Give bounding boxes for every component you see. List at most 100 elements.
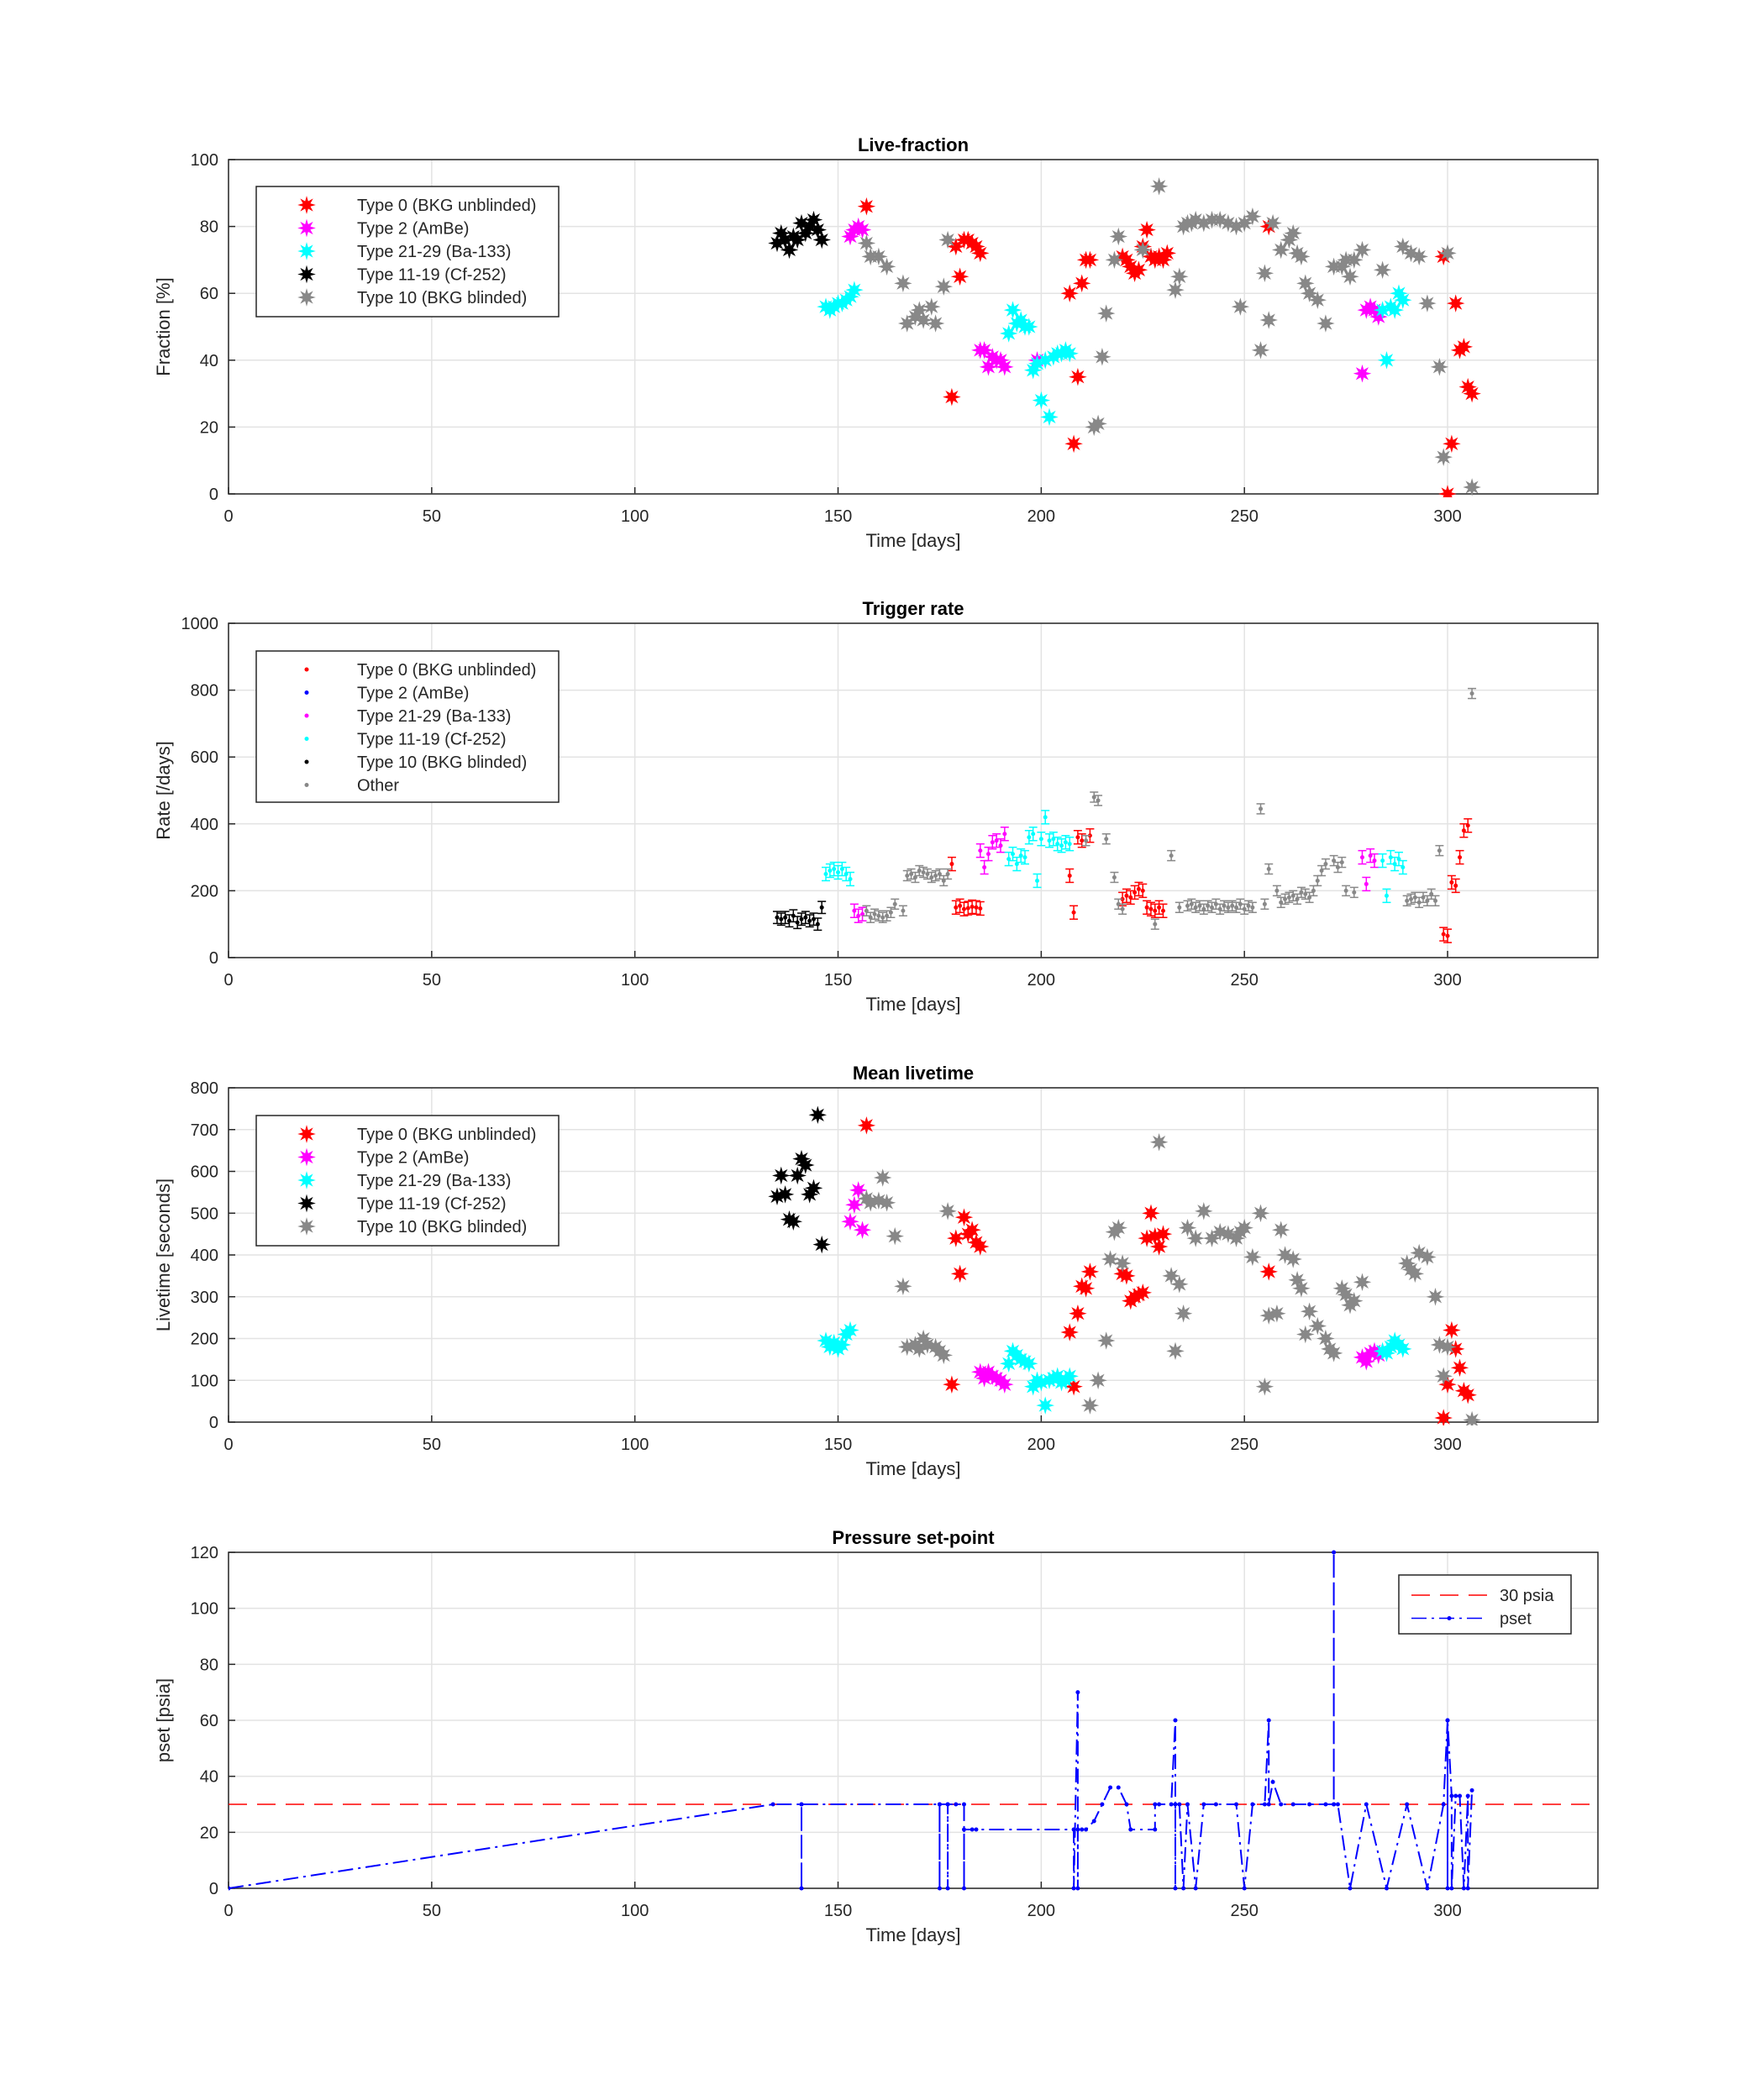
data-point	[1158, 244, 1177, 263]
x-tick-label: 0	[223, 507, 233, 526]
data-point	[943, 1375, 961, 1394]
data-point	[1080, 1827, 1085, 1832]
data-point	[1353, 240, 1372, 260]
y-tick-label: 200	[191, 882, 218, 900]
data-point	[1111, 874, 1117, 879]
legend-marker	[297, 218, 316, 238]
data-point	[1060, 284, 1080, 302]
data-point	[1096, 798, 1101, 803]
data-point	[1153, 921, 1158, 927]
legend-marker	[297, 1194, 316, 1213]
data-point	[1022, 855, 1027, 860]
data-point	[1038, 837, 1043, 842]
data-point	[929, 874, 934, 879]
data-point	[1091, 1819, 1096, 1824]
data-point	[1129, 260, 1148, 280]
legend: Type 0 (BKG unblinded) Type 2 (AmBe) Type …	[255, 1115, 560, 1247]
legend-marker	[297, 1147, 316, 1167]
y-tick-label: 1000	[181, 615, 219, 633]
data-point	[1178, 1218, 1197, 1237]
data-point	[783, 915, 788, 920]
data-point	[799, 1802, 804, 1807]
legend-marker	[297, 288, 316, 307]
x-tick-label: 100	[621, 507, 649, 526]
data-point	[1271, 1221, 1290, 1239]
data-point	[1222, 903, 1227, 908]
data-point	[1300, 1302, 1319, 1320]
data-layer	[768, 177, 1481, 497]
y-axis-label: Fraction [%]	[153, 277, 174, 375]
data-point	[1089, 414, 1107, 433]
data-point	[974, 905, 979, 910]
data-point	[1308, 1316, 1327, 1336]
data-point	[1259, 1263, 1279, 1281]
data-point	[1458, 1385, 1477, 1404]
data-point	[1469, 691, 1474, 696]
data-point	[970, 905, 975, 910]
data-point	[1359, 855, 1364, 860]
series-1	[947, 818, 1473, 943]
data-point	[1405, 1802, 1410, 1807]
data-point	[1458, 1793, 1463, 1798]
data-point	[1047, 838, 1052, 843]
legend-marker	[297, 265, 316, 284]
data-point	[1255, 264, 1274, 283]
data-point	[784, 1212, 803, 1231]
data-point	[1316, 1329, 1335, 1348]
data-point	[888, 910, 893, 915]
y-tick-label: 0	[209, 1880, 218, 1898]
data-point	[1270, 1779, 1275, 1784]
data-point	[1124, 893, 1129, 898]
data-point	[1296, 1325, 1315, 1344]
data-point	[823, 872, 828, 876]
legend-label: Type 0 (BKG unblinded)	[357, 197, 536, 215]
data-point	[1266, 1802, 1271, 1807]
data-point	[1437, 848, 1442, 853]
data-point	[1186, 1229, 1206, 1247]
legend-marker	[304, 667, 309, 672]
chart-title: Pressure set-point	[832, 1527, 995, 1548]
data-point	[1080, 1396, 1100, 1415]
data-point	[1231, 297, 1250, 316]
x-tick-label: 250	[1231, 971, 1259, 990]
x-tick-label: 200	[1027, 971, 1055, 990]
data-point	[1315, 878, 1320, 883]
data-point	[836, 870, 841, 875]
data-point	[1148, 906, 1154, 911]
data-point	[1332, 1550, 1337, 1555]
data-point	[1138, 220, 1156, 239]
data-point	[1080, 250, 1100, 270]
data-point	[1454, 338, 1474, 356]
data-point	[1341, 267, 1359, 286]
data-point	[1352, 890, 1357, 895]
y-tick-label: 600	[191, 748, 218, 767]
data-point	[796, 1156, 815, 1174]
data-point	[1323, 1802, 1328, 1807]
data-point	[1308, 291, 1327, 309]
data-point	[841, 1320, 859, 1340]
y-tick-label: 120	[191, 1544, 218, 1562]
data-point	[828, 869, 833, 874]
data-point	[1299, 890, 1304, 895]
data-layer	[772, 687, 1477, 943]
legend-label: pset	[1500, 1610, 1532, 1629]
data-point	[1027, 835, 1032, 840]
x-tick-label: 200	[1027, 507, 1055, 526]
data-point	[804, 1179, 823, 1198]
data-point	[954, 1208, 974, 1226]
x-tick-label: 300	[1433, 507, 1461, 526]
data-point	[1075, 1827, 1080, 1832]
x-tick-label: 150	[824, 1902, 852, 1920]
data-point	[1434, 1409, 1453, 1425]
y-tick-label: 0	[209, 949, 218, 968]
data-point	[1142, 1204, 1160, 1223]
data-point	[937, 1886, 942, 1891]
y-tick-label: 100	[191, 1372, 218, 1390]
chart-title: Live-fraction	[858, 134, 969, 155]
legend-marker	[304, 737, 309, 741]
data-point	[799, 916, 804, 921]
data-point	[945, 872, 950, 876]
data-point	[1169, 267, 1189, 286]
series-3	[849, 827, 1379, 923]
data-point	[1080, 1263, 1100, 1281]
